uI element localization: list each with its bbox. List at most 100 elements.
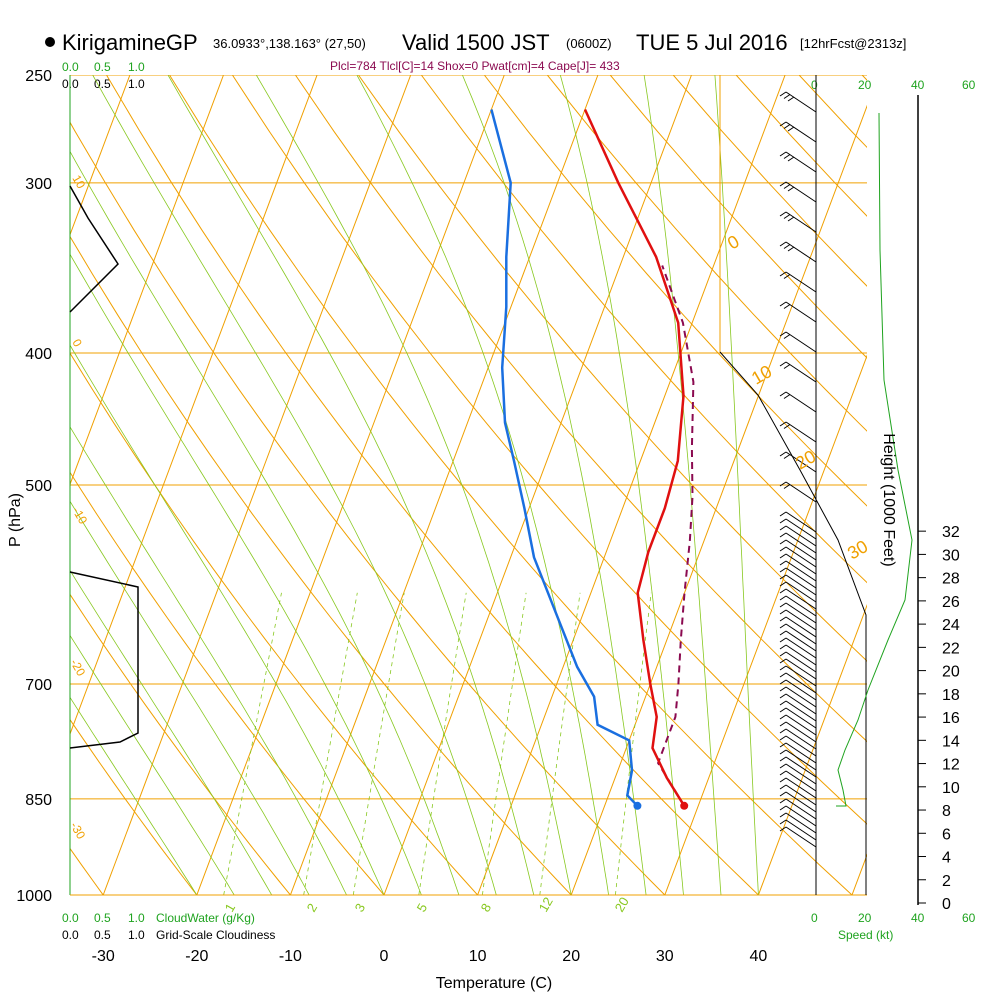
wind-barb-icon (779, 581, 817, 603)
mixing-ratio-label: 5 (414, 901, 431, 915)
isotherm--20 (196, 75, 505, 895)
wind-barb-icon (779, 574, 817, 596)
speed-scale-top-2: 40 (911, 78, 925, 92)
wind-barb-icon (779, 532, 817, 554)
wind-barb-icon (779, 331, 817, 353)
moist-adiabat (70, 569, 273, 895)
wind-barb-icon (779, 181, 817, 203)
dry-adiabat (357, 75, 867, 662)
wind-barb-icon (779, 714, 817, 736)
dry-adiabat (0, 75, 10, 895)
cloudwater-scale-top-0: 0.0 (62, 60, 79, 74)
wind-barb-icon (779, 121, 817, 143)
wind-barb-icon (779, 588, 817, 610)
wind-barb-icon (779, 602, 817, 624)
wind-barb-icon (779, 560, 817, 582)
moist-adiabat (70, 426, 347, 895)
cloudwater-scale-top-2: 1.0 (128, 60, 145, 74)
height-tick-14: 14 (942, 733, 960, 750)
wind-barb-icon (779, 679, 817, 701)
wind-barb-icon (779, 812, 817, 834)
dry-adiabat (925, 75, 1000, 895)
speed-scale-top-0: 0 (811, 78, 818, 92)
pressure-tick-500: 500 (25, 478, 52, 495)
wind-barb-icon (779, 728, 817, 750)
isotherm--60 (70, 75, 131, 237)
cloudiness-scale-top-2: 1.0 (128, 77, 145, 91)
isotherm-50 (851, 853, 867, 895)
dry-adiabat (546, 75, 867, 432)
dry-adiabat (609, 75, 867, 359)
valid-utc: (0600Z) (566, 36, 612, 51)
wind-barb-icon (779, 553, 817, 575)
dry-adiabat-label: 0 (724, 231, 743, 253)
moist-adiabat (92, 75, 497, 895)
dry-adiabat (231, 75, 867, 825)
wind-barb-icon (779, 763, 817, 785)
mixing-ratio-1 (223, 592, 282, 895)
wind-barb-icon (779, 637, 817, 659)
temp-tick-20: 20 (562, 948, 580, 965)
height-axis-label: Height (1000 Feet) (880, 433, 897, 566)
height-tick-2: 2 (942, 873, 951, 890)
temp-tick--10: -10 (279, 948, 302, 965)
surface-temperature-dot (680, 801, 689, 810)
cloudiness-scale-bottom-0: 0.0 (62, 928, 79, 942)
wind-barb-icon (779, 665, 817, 687)
cloudwater-legend: CloudWater (g/Kg) (156, 911, 255, 925)
dry-adiabat-label: 30 (844, 536, 871, 563)
wind-barb-icon (779, 623, 817, 645)
wind-barb-icon (779, 784, 817, 806)
dry-adiabat-label: 20 (792, 446, 819, 473)
valid-date: TUE 5 Jul 2016 (636, 30, 788, 55)
temp-tick--20: -20 (185, 948, 208, 965)
height-tick-8: 8 (942, 803, 951, 820)
cloudiness-scale-bottom-1: 0.5 (94, 928, 111, 942)
isotherm-10 (477, 75, 786, 895)
pressure-tick-850: 850 (25, 792, 52, 809)
wind-barb-icon (779, 693, 817, 715)
speed-scale-bottom-2: 40 (911, 911, 925, 925)
wind-barb-icon (779, 241, 817, 263)
height-tick-0: 0 (942, 896, 951, 913)
x-axis-label: Temperature (C) (436, 975, 552, 992)
wind-barb-icon (779, 391, 817, 413)
height-tick-16: 16 (942, 710, 960, 727)
temp-tick--30: -30 (92, 948, 115, 965)
cloudwater-scale-top-1: 0.5 (94, 60, 111, 74)
dewpoint-trace (490, 109, 639, 807)
station-name: KirigamineGP (62, 30, 198, 55)
cloudwater-scale-bottom-2: 1.0 (128, 911, 145, 925)
mixing-ratio-8 (482, 592, 527, 895)
mixing-ratio-label: 8 (478, 901, 495, 915)
cloudiness-scale-top-1: 0.5 (94, 77, 111, 91)
speed-legend: Speed (kt) (838, 928, 893, 942)
wind-barb-icon (779, 672, 817, 694)
station-coords: 36.0933°,138.163° (27,50) (213, 36, 366, 51)
height-tick-26: 26 (942, 594, 960, 611)
isotherm--10 (289, 75, 599, 895)
pressure-tick-300: 300 (25, 176, 52, 193)
wind-barb-icon (779, 658, 817, 680)
wind-barb-icon (779, 735, 817, 757)
wind-barb-icon (779, 700, 817, 722)
dry-adiabat (988, 75, 1000, 895)
wind-barb-icon (779, 686, 817, 708)
pressure-tick-400: 400 (25, 346, 52, 363)
temp-tick-30: 30 (656, 948, 674, 965)
height-tick-20: 20 (942, 664, 960, 681)
moist-adiabat (714, 75, 759, 895)
cloudiness-upper (69, 185, 119, 313)
wind-barb-icon (779, 798, 817, 820)
cloudiness-scale-top-0: 0.0 (62, 77, 79, 91)
moist-adiabat (255, 75, 572, 895)
valid-time: Valid 1500 JST (402, 30, 550, 55)
dry-adiabat (70, 121, 666, 895)
isotherm--30 (102, 75, 412, 895)
wind-barb-icon (779, 777, 817, 799)
wind-barb-icon (779, 567, 817, 589)
isotherm-0 (383, 75, 692, 895)
wind-barb-icon (779, 481, 817, 503)
wind-speed-profile (836, 112, 913, 807)
height-tick-6: 6 (942, 826, 951, 843)
